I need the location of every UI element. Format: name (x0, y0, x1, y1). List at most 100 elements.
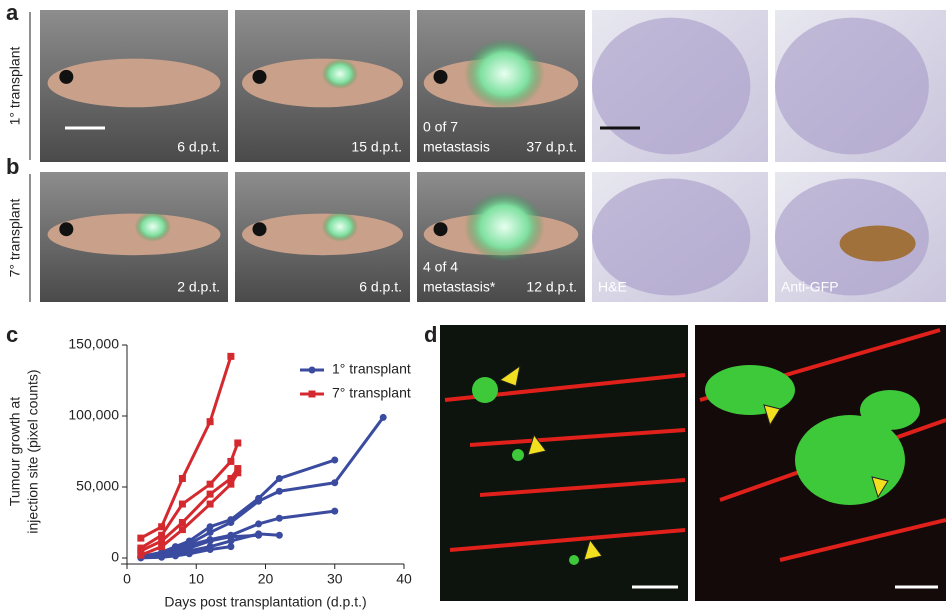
confocal-image (440, 325, 688, 601)
panel-label: c (6, 322, 18, 347)
marker (275, 514, 283, 522)
tissue (592, 178, 751, 296)
gfp-stain (839, 225, 916, 262)
arrowheads (498, 364, 889, 561)
time-caption: 6 d.p.t. (359, 279, 402, 295)
marker (227, 537, 235, 545)
fish (242, 213, 403, 256)
y-axis-title: Tumour growth at (7, 397, 23, 506)
stain-label: H&E (598, 279, 627, 295)
marker (379, 413, 387, 421)
x-tick-label: 20 (258, 571, 274, 587)
marker (234, 439, 242, 447)
marker (308, 390, 316, 398)
marker (331, 456, 339, 464)
fish (242, 58, 403, 108)
fish (47, 213, 221, 256)
marker (206, 528, 214, 536)
gfp-tumour (322, 211, 358, 242)
marker (178, 519, 186, 526)
marker (206, 418, 214, 426)
marker (206, 545, 214, 553)
eye (59, 222, 74, 237)
time-caption: 2 d.p.t. (177, 279, 220, 295)
y-tick-label: 150,000 (68, 336, 119, 352)
legend-label: 1° transplant (332, 361, 411, 377)
metastasis-note: 0 of 7 (423, 119, 458, 135)
marker (255, 520, 263, 528)
panel-label: b (6, 154, 19, 179)
marker (158, 523, 166, 531)
metastasis-note: metastasis (423, 139, 490, 155)
metastasis-note: metastasis* (423, 279, 496, 295)
tissue (775, 17, 929, 155)
marker (255, 494, 263, 502)
marker (227, 543, 235, 551)
marker (158, 543, 166, 551)
photo-grid: 6 d.p.t. 15 d.p.t. 37 d.p.t. 0 of 7 metastas… (40, 10, 946, 302)
marker (178, 474, 186, 482)
marker (227, 480, 235, 488)
marker (206, 537, 214, 545)
x-tick-label: 0 (123, 571, 131, 587)
marker (255, 530, 263, 538)
panel-label: d (424, 322, 437, 347)
marker (158, 553, 166, 561)
eye (433, 69, 448, 84)
marker (137, 551, 145, 559)
gfp-tumour (464, 191, 545, 262)
marker (275, 487, 283, 495)
marker (171, 552, 179, 560)
marker (206, 480, 214, 488)
y-axis-title: injection site (pixel counts) (25, 369, 41, 533)
marker (227, 457, 235, 465)
row-label: 7° transplant (7, 199, 23, 278)
x-tick-label: 40 (396, 571, 412, 587)
time-caption: 15 d.p.t. (351, 139, 402, 155)
marker (275, 531, 283, 539)
marker (137, 534, 145, 542)
marker (234, 465, 242, 473)
marker (158, 531, 166, 539)
panel-label: a (6, 0, 19, 25)
fish (47, 58, 221, 108)
gfp-tumour (322, 58, 358, 89)
eye (252, 69, 267, 84)
marker (178, 526, 186, 534)
marker (275, 474, 283, 482)
series-line (140, 442, 240, 550)
marker (331, 507, 339, 515)
gfp-tumour (134, 211, 171, 242)
y-tick-label: 50,000 (76, 478, 119, 494)
x-tick-label: 30 (327, 571, 343, 587)
metastasis-note: 4 of 4 (423, 259, 458, 275)
marker (206, 523, 214, 531)
eye (252, 222, 267, 237)
time-caption: 12 d.p.t. (526, 279, 577, 295)
stain-label: Anti-GFP (781, 279, 839, 295)
eye (433, 222, 448, 237)
time-caption: 6 d.p.t. (177, 139, 220, 155)
x-axis-title: Days post transplantation (d.p.t.) (164, 594, 366, 610)
marker (308, 366, 316, 374)
marker (158, 537, 166, 545)
marker (206, 500, 214, 508)
marker (227, 474, 235, 482)
y-tick-label: 0 (111, 549, 119, 565)
tissue (592, 17, 751, 155)
marker (178, 500, 186, 508)
gfp-tumour (464, 38, 545, 109)
marker (185, 550, 193, 558)
series-line (140, 355, 233, 540)
x-tick-label: 10 (188, 571, 204, 587)
row-label: 1° transplant (7, 47, 23, 126)
chart: 0 50,000 100,000 150,000 0 10 20 30 40 Days post … (7, 336, 412, 610)
eye (59, 69, 74, 84)
marker (137, 547, 145, 555)
y-tick-label: 100,000 (68, 407, 119, 423)
legend-label: 7° transplant (332, 385, 411, 401)
marker (227, 352, 235, 360)
marker (234, 469, 242, 477)
marker (331, 479, 339, 487)
